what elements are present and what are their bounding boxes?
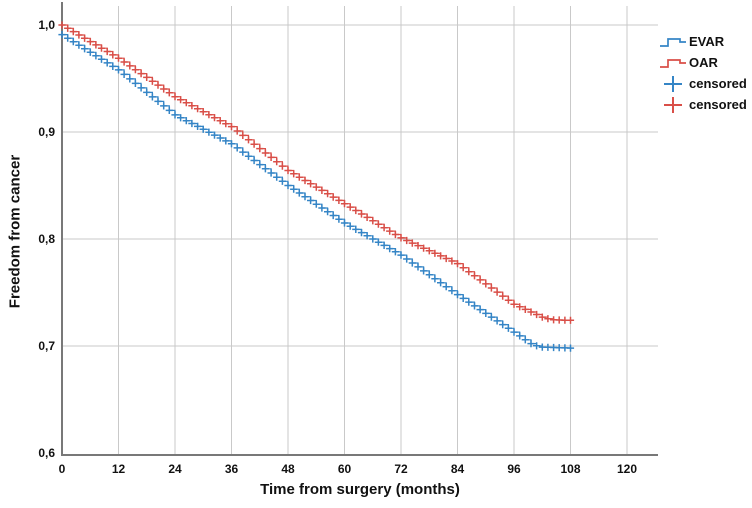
svg-text:0,8: 0,8 (38, 232, 55, 246)
axes (61, 2, 658, 456)
series-EVAR (58, 31, 575, 352)
legend-item-evar: EVAR (659, 31, 747, 52)
svg-text:48: 48 (281, 462, 295, 476)
survival-step-line-EVAR (62, 34, 572, 349)
gridlines (62, 6, 658, 455)
legend-item-censored-oar: censored (659, 94, 747, 115)
legend-item-censored-evar: censored (659, 73, 747, 94)
svg-text:36: 36 (225, 462, 239, 476)
legend: EVAR OAR censored censored (659, 31, 747, 115)
censored-markers-EVAR (58, 31, 575, 352)
svg-text:72: 72 (394, 462, 408, 476)
y-axis-title: Freedom from cancer (6, 154, 24, 309)
x-axis-title: Time from surgery (months) (260, 481, 460, 498)
legend-label: OAR (689, 55, 718, 70)
svg-text:0,7: 0,7 (38, 339, 55, 353)
svg-text:120: 120 (617, 462, 637, 476)
censored-plus-icon (664, 75, 682, 92)
svg-text:108: 108 (560, 462, 580, 476)
step-line-icon (660, 58, 686, 68)
legend-label: censored (689, 97, 747, 112)
censored-plus-icon (664, 96, 682, 113)
svg-text:60: 60 (338, 462, 352, 476)
series-OAR (58, 21, 575, 324)
svg-text:1,0: 1,0 (38, 18, 55, 32)
legend-item-oar: OAR (659, 52, 747, 73)
legend-label: censored (689, 76, 747, 91)
censored-markers-OAR (58, 21, 575, 324)
svg-text:84: 84 (451, 462, 465, 476)
svg-text:0: 0 (59, 462, 66, 476)
svg-text:12: 12 (112, 462, 126, 476)
svg-text:0,9: 0,9 (38, 125, 55, 139)
svg-text:24: 24 (168, 462, 182, 476)
tick-labels: 1,0 0,9 0,8 0,7 0,6 0 12 24 36 48 60 72 84 96 108 120 (38, 18, 637, 476)
svg-text:0,6: 0,6 (38, 446, 55, 460)
legend-label: EVAR (689, 34, 725, 49)
svg-text:96: 96 (507, 462, 521, 476)
step-line-icon (660, 37, 686, 47)
